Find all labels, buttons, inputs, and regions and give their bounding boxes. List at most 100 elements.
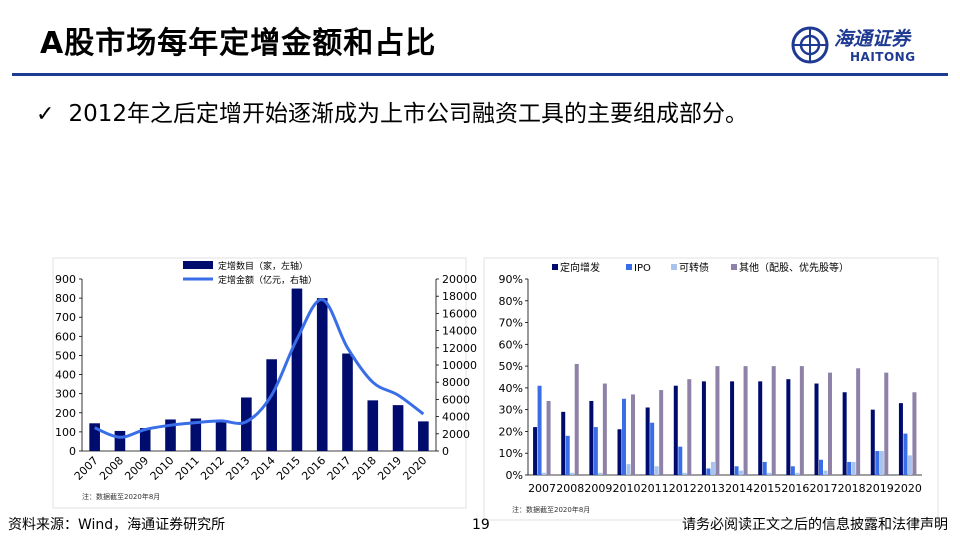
bar-convertible: [682, 472, 687, 475]
right-axis-tick-label: 4000: [442, 411, 470, 424]
checkmark-icon: ✓: [36, 102, 55, 127]
left-x-tick-label: 2013: [223, 454, 252, 483]
bar-other: [856, 368, 861, 475]
legend-swatch-placement: [552, 264, 558, 270]
bar-deal-count: [418, 421, 429, 451]
right-chart-frame: [483, 257, 939, 521]
right-chart-tick-label: 50%: [499, 360, 523, 373]
left-axis-tick-label: 400: [55, 369, 76, 382]
left-x-tick-label: 2007: [72, 454, 101, 483]
left-axis-tick-label: 800: [55, 292, 76, 305]
right-x-tick-label: 2008: [556, 482, 584, 495]
right-axis-tick-label: 8000: [442, 376, 470, 389]
legend-label-other: 其他（配股、优先股等）: [739, 261, 849, 274]
bar-other: [884, 372, 889, 475]
bar-convertible: [823, 470, 828, 475]
footer-disclaimer: 请务必阅读正文之后的信息披露和法律声明: [682, 517, 948, 533]
left-axis-tick-label: 600: [55, 330, 76, 343]
bar-convertible: [907, 455, 912, 475]
left-x-tick-label: 2018: [350, 454, 379, 483]
bar-deal-count: [114, 430, 126, 451]
bar-deal-count: [316, 298, 328, 451]
bar-placement: [645, 407, 650, 475]
bullet-text: 2012年之后定增开始逐渐成为上市公司融资工具的主要组成部分。: [68, 101, 748, 127]
bar-ipo: [903, 433, 908, 475]
bar-placement: [673, 385, 678, 475]
right-x-tick-label: 2016: [781, 482, 809, 495]
left-x-tick-label: 2020: [400, 454, 429, 483]
bar-deal-count: [165, 419, 176, 451]
bar-ipo: [565, 435, 570, 475]
bar-placement: [730, 381, 735, 475]
legend-swatch-deal-count: [183, 261, 213, 269]
bar-ipo: [622, 398, 626, 475]
bar-placement: [870, 409, 875, 475]
left-chart-note: 注：数据截至2020年8月: [82, 493, 161, 501]
legend-swatch-ipo: [626, 264, 632, 270]
bar-convertible: [626, 464, 631, 475]
bar-placement: [814, 383, 819, 475]
bar-convertible: [767, 472, 772, 475]
right-chart-tick-label: 90%: [499, 273, 523, 286]
bar-placement: [786, 379, 791, 475]
bar-ipo: [734, 466, 739, 475]
right-x-tick-label: 2015: [753, 482, 781, 495]
logo-emblem-icon: [791, 26, 829, 64]
bar-ipo: [819, 459, 823, 475]
page-title: A股市场每年定增金额和占比: [40, 26, 437, 61]
bar-convertible: [710, 461, 715, 475]
right-x-tick-label: 2013: [697, 482, 725, 495]
bar-ipo: [847, 461, 852, 475]
legend-label-placement: 定向增发: [560, 261, 600, 274]
bar-other: [715, 366, 720, 475]
bar-other: [743, 366, 748, 475]
left-x-tick-label: 2010: [148, 454, 177, 483]
right-axis-tick-label: 12000: [442, 342, 477, 355]
legend-label-ipo: IPO: [634, 263, 651, 274]
right-x-tick-label: 2019: [866, 482, 894, 495]
right-chart-tick-label: 10%: [499, 447, 523, 460]
left-x-tick-label: 2008: [97, 454, 126, 483]
right-axis-tick-label: 0: [442, 445, 449, 458]
bar-deal-count: [367, 400, 379, 451]
legend-swatch-convertible: [671, 264, 677, 270]
bar-placement: [561, 411, 566, 475]
legend-label-deal-count: 定增数目（家，左轴）: [218, 260, 308, 272]
right-axis-tick-label: 6000: [442, 393, 470, 406]
right-axis-tick-label: 16000: [442, 307, 477, 320]
bar-placement: [701, 381, 706, 475]
bar-convertible: [851, 461, 856, 475]
bar-placement: [758, 381, 763, 475]
bar-deal-count: [291, 288, 303, 451]
bar-ipo: [875, 451, 880, 475]
bar-other: [659, 390, 664, 475]
bar-ipo: [537, 385, 542, 475]
bar-placement: [589, 400, 594, 475]
left-x-tick-label: 2017: [325, 454, 354, 483]
left-x-tick-label: 2019: [375, 454, 404, 483]
bar-placement: [898, 403, 903, 475]
bar-ipo: [593, 427, 598, 475]
bar-deal-count: [89, 423, 100, 451]
right-chart-tick-label: 40%: [499, 382, 523, 395]
right-x-tick-label: 2014: [725, 482, 753, 495]
bar-convertible: [879, 451, 884, 475]
bullet-point: ✓ 2012年之后定增开始逐渐成为上市公司融资工具的主要组成部分。: [36, 94, 748, 128]
bar-convertible: [795, 472, 800, 475]
right-chart-tick-label: 0%: [506, 469, 523, 482]
right-axis-tick-label: 20000: [442, 273, 477, 286]
right-axis-tick-label: 10000: [442, 359, 477, 372]
title-divider: [12, 73, 948, 76]
bar-other: [546, 400, 551, 475]
left-x-tick-label: 2011: [173, 454, 202, 483]
legend-swatch-other: [731, 264, 737, 270]
left-axis-tick-label: 500: [55, 349, 76, 362]
right-x-tick-label: 2012: [669, 482, 697, 495]
right-axis-tick-label: 18000: [442, 290, 477, 303]
right-chart-tick-label: 60%: [499, 338, 523, 351]
left-x-tick-label: 2016: [299, 454, 328, 483]
bar-deal-count: [342, 353, 353, 451]
right-axis-tick-label: 2000: [442, 428, 470, 441]
right-x-tick-label: 2007: [528, 482, 556, 495]
right-x-tick-label: 2010: [613, 482, 641, 495]
